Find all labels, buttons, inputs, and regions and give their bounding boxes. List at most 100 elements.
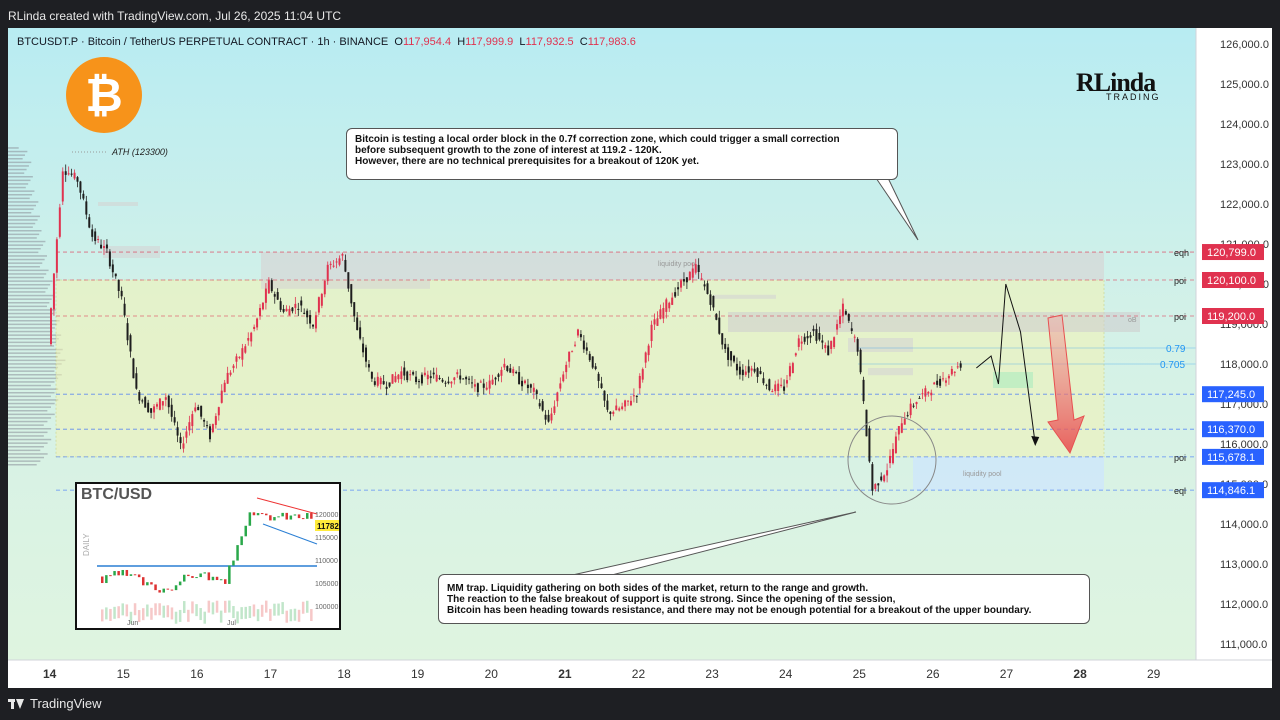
supply-block-zone — [98, 202, 138, 206]
tradingview-logo[interactable]: TradingView — [8, 696, 102, 711]
candle-body — [476, 383, 479, 393]
candle-body — [788, 366, 791, 377]
candle-body — [659, 309, 662, 319]
target-zone — [993, 372, 1033, 388]
price-axis-tick: 112,000.0 — [1220, 599, 1268, 611]
inset-volume-bar — [256, 609, 260, 622]
time-axis-tick: 27 — [1000, 667, 1014, 681]
level-label: eql — [1174, 486, 1186, 496]
callout-line: Bitcoin has been heading towards resista… — [447, 605, 1032, 616]
inset-volume-bar — [146, 604, 149, 617]
candle-body — [52, 273, 55, 310]
inset-volume-bar — [191, 601, 194, 614]
candle-body — [429, 376, 432, 379]
candle-body — [762, 378, 765, 384]
volume-profile-bar — [8, 410, 48, 412]
candle-body — [123, 303, 126, 316]
candle-body — [270, 280, 273, 292]
candle-body — [273, 294, 276, 297]
inset-volume-bar — [117, 606, 120, 619]
candle-body — [491, 379, 494, 385]
candle-body — [603, 390, 606, 401]
candle-body — [674, 292, 677, 297]
candle-body — [894, 436, 897, 454]
inset-volume-bar — [154, 603, 157, 616]
candle-body — [856, 339, 859, 352]
candle-body — [830, 340, 833, 350]
candle-body — [650, 324, 653, 342]
volume-profile-bar — [8, 197, 30, 200]
candle-body — [170, 404, 173, 417]
candle-body — [141, 400, 144, 402]
candle-body — [238, 356, 241, 358]
inset-candle — [191, 576, 194, 578]
inset-candle — [166, 588, 170, 590]
candle-body — [627, 400, 630, 402]
candle-body — [485, 387, 488, 390]
time-axis-tick: 18 — [337, 667, 351, 681]
callout-pointer-top — [875, 177, 919, 241]
candle-body — [859, 349, 862, 373]
author-logo-bottom: TRADING — [1106, 92, 1161, 102]
candle-body — [441, 379, 444, 382]
candle-body — [721, 333, 724, 345]
time-axis[interactable] — [8, 660, 1272, 688]
fib-label: 0.79 — [1166, 344, 1186, 355]
inset-candle — [260, 513, 264, 515]
volume-profile-bar — [8, 176, 33, 178]
candle-body — [730, 351, 733, 361]
volume-profile-bar — [8, 172, 25, 174]
time-axis-tick: 28 — [1073, 667, 1087, 681]
candle-body — [55, 239, 58, 273]
time-axis-tick: 29 — [1147, 667, 1161, 681]
candle-body — [959, 363, 962, 368]
candle-body — [585, 347, 588, 351]
volume-profile-bar — [8, 402, 55, 405]
time-axis-tick: 16 — [190, 667, 204, 681]
volume-profile-bar — [8, 168, 27, 171]
candle-body — [744, 371, 747, 375]
candle-body — [656, 318, 659, 326]
candle-body — [211, 424, 214, 433]
candle-body — [853, 336, 856, 338]
price-axis-tick: 114,000.0 — [1220, 519, 1268, 531]
candle-body — [191, 414, 194, 427]
inset-volume-bar — [211, 602, 215, 615]
inset-volume-bar — [195, 604, 198, 617]
candle-body — [677, 287, 680, 290]
volume-profile-bar — [8, 208, 34, 210]
candle-body — [547, 414, 550, 422]
price-axis-tick: 118,000.0 — [1220, 359, 1268, 371]
candle-body — [883, 475, 886, 482]
candle-body — [503, 363, 506, 368]
candle-body — [362, 343, 365, 353]
inset-volume-bar — [109, 608, 112, 621]
inset-candle — [125, 569, 129, 576]
volume-profile-bar — [8, 161, 32, 164]
price-axis[interactable] — [1196, 28, 1272, 688]
candle-body — [644, 352, 647, 363]
inset-candle — [224, 579, 227, 584]
candle-body — [188, 422, 191, 431]
candle-body — [612, 411, 615, 414]
volume-profile-bar — [8, 352, 61, 354]
candle-body — [777, 383, 780, 391]
candle-body — [815, 329, 818, 341]
inset-candle — [133, 574, 137, 576]
inset-price-tag-text: 117828 — [317, 522, 339, 531]
price-axis-tick: 123,000.0 — [1220, 159, 1269, 171]
candle-body — [523, 380, 526, 384]
volume-profile-bar — [8, 320, 60, 322]
candle-body — [918, 397, 921, 399]
candle-body — [668, 302, 671, 309]
candle-body — [868, 428, 871, 462]
inset-candle — [121, 569, 124, 576]
candle-body — [594, 366, 597, 369]
volume-profile-bar — [8, 255, 47, 257]
price-axis-tick: 125,000.0 — [1220, 79, 1269, 91]
candle-body — [783, 386, 786, 391]
candle-body — [774, 384, 777, 392]
candle-body — [470, 382, 473, 384]
chart-panel[interactable]: liquidity pool liquidity pool oB eqh poi poi p… — [8, 28, 1272, 688]
low-value: 117,932.5 — [525, 36, 574, 48]
